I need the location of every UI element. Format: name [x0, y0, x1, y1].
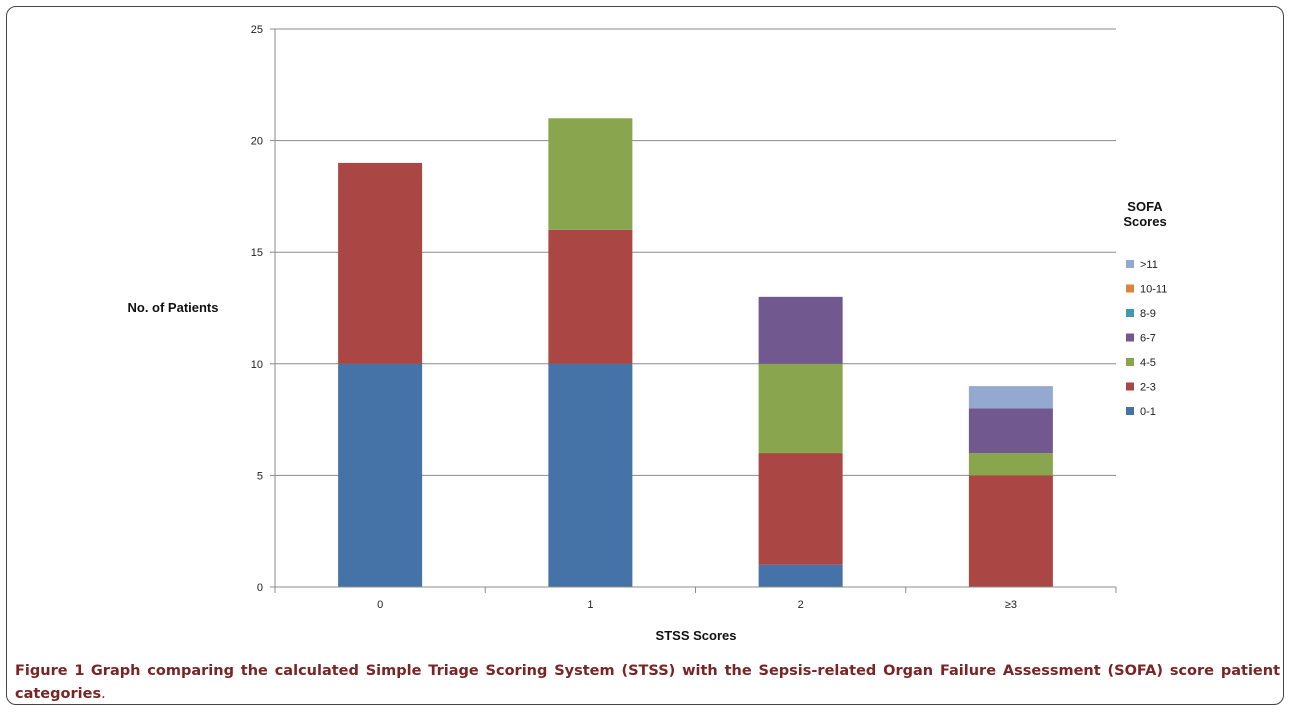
bar-segment	[548, 229, 633, 364]
y-tick-labels: 0 5 10 15 20 25	[251, 24, 263, 594]
y-tick-label: 20	[251, 136, 263, 148]
bars	[338, 118, 1053, 587]
x-tick-labels: 0 1 2 ≥3	[377, 599, 1017, 611]
legend-label: 2-3	[1140, 382, 1156, 394]
y-tick-label: 25	[251, 24, 263, 36]
y-tick-label: 15	[251, 247, 263, 259]
figure-caption: Figure 1 Graph comparing the calculated …	[15, 660, 1280, 706]
bar-segment	[968, 453, 1053, 476]
bar-segment	[338, 162, 423, 364]
x-tick-label: 1	[587, 599, 593, 611]
y-tick-label: 0	[257, 582, 263, 594]
legend-title-line1: SOFA	[1127, 199, 1163, 214]
bar-segment	[968, 408, 1053, 454]
bar-segment	[968, 475, 1053, 587]
legend-swatch	[1126, 333, 1134, 342]
chart: 0 5 10 15 20 25 0 1 2 ≥3 No. of Patients STSS Sc…	[127, 24, 1167, 643]
legend-swatch	[1126, 358, 1134, 366]
legend-swatch	[1126, 407, 1134, 415]
bar-segment	[548, 118, 633, 230]
legend-label: 4-5	[1140, 357, 1156, 369]
bar-segment	[758, 564, 843, 587]
legend-swatch	[1126, 284, 1134, 293]
x-tick-label: 0	[377, 599, 383, 611]
legend-label: 10-11	[1140, 284, 1167, 296]
bar-segment	[968, 386, 1053, 409]
legend-label: 6-7	[1140, 333, 1156, 345]
legend-label: 0-1	[1140, 406, 1156, 418]
x-tick-label: 2	[798, 599, 804, 611]
legend-swatch	[1126, 382, 1134, 391]
y-tick-label: 10	[251, 359, 263, 371]
x-tick-label: ≥3	[1005, 599, 1017, 611]
bar-segment	[758, 453, 843, 565]
axes	[274, 29, 1117, 593]
bar-segment	[548, 363, 633, 587]
y-tick-label: 5	[257, 470, 263, 482]
figure-frame	[6, 6, 1284, 705]
legend-label: >11	[1140, 259, 1158, 271]
bar-segment	[758, 363, 843, 454]
caption-text: Graph comparing the calculated Simple Tr…	[15, 663, 1281, 702]
y-axis-title: No. of Patients	[127, 300, 218, 315]
legend-swatch	[1126, 260, 1134, 268]
caption-period: .	[101, 686, 106, 702]
legend-label: 8-9	[1140, 308, 1156, 320]
caption-label: Figure 1	[15, 663, 85, 679]
legend-swatch	[1126, 309, 1134, 317]
legend-title-line2: Scores	[1123, 214, 1166, 229]
x-axis-title: STSS Scores	[656, 628, 737, 643]
legend: SOFA Scores >11 10-11 8-9 6-7 4-5 2-3 0-1	[1123, 199, 1167, 418]
bar-segment	[758, 296, 843, 364]
bar-segment	[338, 363, 423, 587]
